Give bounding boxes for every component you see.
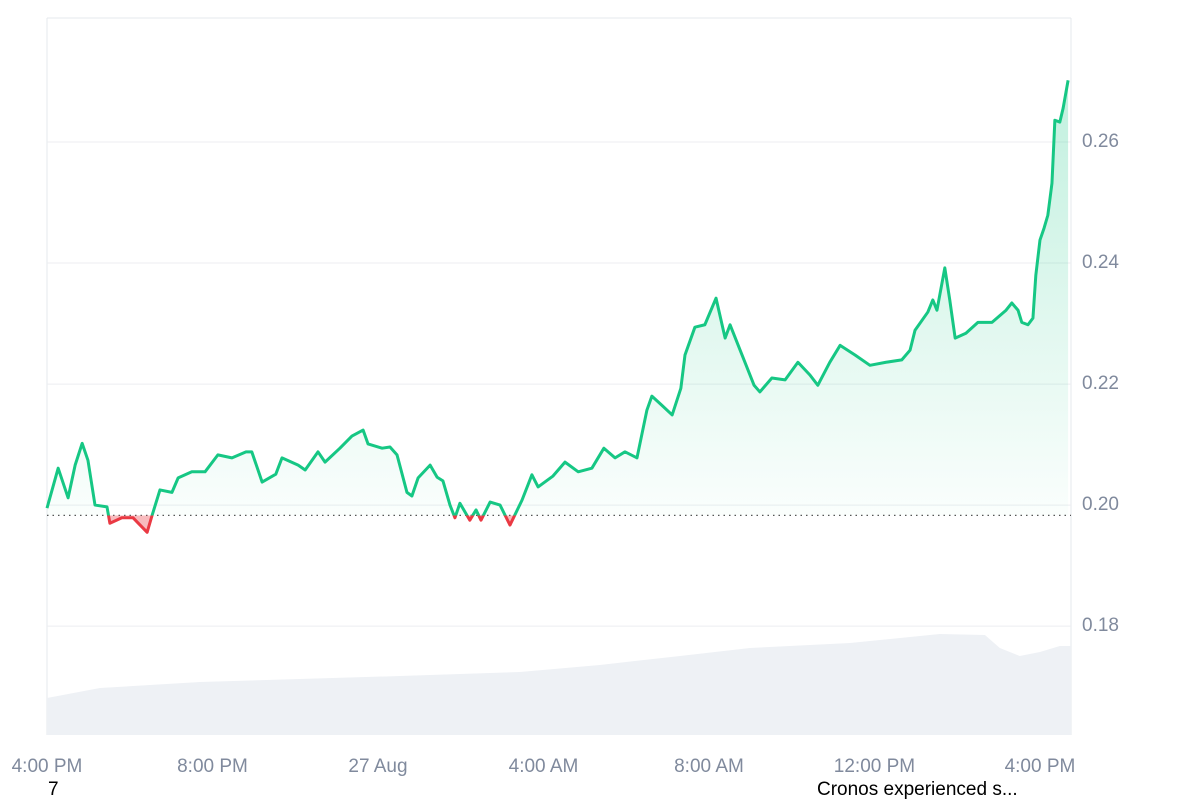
price-area xyxy=(47,80,1069,533)
x-tick-label: 8:00 AM xyxy=(674,756,744,777)
volume-area xyxy=(47,634,1071,735)
y-tick-label: 0.20 xyxy=(1082,494,1119,515)
x-tick-label: 4:00 PM xyxy=(1005,756,1076,777)
y-tick-label: 0.22 xyxy=(1082,373,1119,394)
x-tick-label: 12:00 PM xyxy=(834,756,915,777)
x-tick-label: 4:00 PM xyxy=(12,756,83,777)
footer-right: Cronos experienced s... xyxy=(817,779,1018,800)
price-line xyxy=(45,80,1070,534)
x-tick-label: 4:00 AM xyxy=(509,756,579,777)
footer-left: 7 xyxy=(48,779,59,800)
x-tick-label: 8:00 PM xyxy=(177,756,248,777)
y-tick-label: 0.26 xyxy=(1082,131,1119,152)
y-tick-label: 0.24 xyxy=(1082,252,1119,273)
x-tick-label: 27 Aug xyxy=(348,756,407,777)
y-tick-label: 0.18 xyxy=(1082,615,1119,636)
